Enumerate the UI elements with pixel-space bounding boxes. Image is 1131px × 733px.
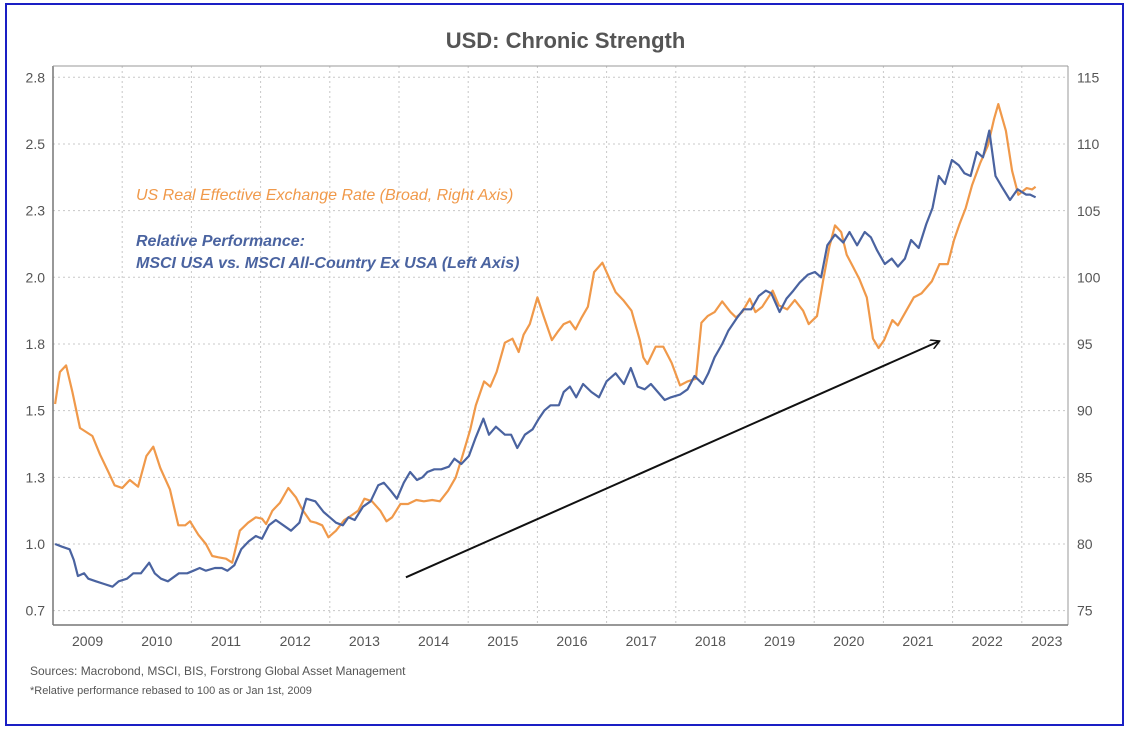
right-tick-label: 80 — [1077, 536, 1093, 552]
x-tick-label: 2018 — [695, 633, 726, 649]
left-tick-label: 2.8 — [26, 69, 46, 85]
right-tick-label: 95 — [1077, 336, 1093, 352]
sources-note: Sources: Macrobond, MSCI, BIS, Forstrong… — [30, 664, 406, 678]
right-tick-label: 75 — [1077, 603, 1093, 619]
right-tick-label: 100 — [1077, 269, 1101, 285]
left-axis-ticks: 0.7 1.0 1.3 1.5 1.8 2.0 2.3 2.5 2.8 — [26, 69, 46, 618]
left-tick-label: 2.5 — [26, 136, 46, 152]
x-tick-label: 2013 — [349, 633, 380, 649]
relperf-series-line — [54, 129, 1037, 588]
x-tick-label: 2015 — [487, 633, 518, 649]
left-tick-label: 0.7 — [26, 603, 46, 619]
legend: US Real Effective Exchange Rate (Broad, … — [136, 187, 519, 272]
x-tick-label: 2019 — [764, 633, 795, 649]
chart-frame — [5, 3, 1124, 726]
left-tick-label: 2.3 — [26, 203, 46, 219]
annotations — [405, 341, 939, 579]
x-tick-label: 2022 — [972, 633, 1003, 649]
trend-arrow — [405, 341, 939, 579]
x-tick-label: 2012 — [280, 633, 311, 649]
right-tick-label: 105 — [1077, 203, 1101, 219]
right-tick-label: 90 — [1077, 403, 1093, 419]
right-tick-label: 85 — [1077, 469, 1093, 485]
legend-relperf-line2: MSCI USA vs. MSCI All-Country Ex USA (Le… — [136, 255, 519, 272]
x-tick-label: 2010 — [141, 633, 172, 649]
chart-title: USD: Chronic Strength — [445, 28, 686, 53]
x-tick-label: 2016 — [556, 633, 587, 649]
x-tick-label: 2023 — [1031, 633, 1062, 649]
series-group — [54, 102, 1037, 588]
grid — [53, 66, 1068, 625]
left-tick-label: 1.5 — [26, 403, 46, 419]
x-tick-label: 2014 — [418, 633, 449, 649]
legend-relperf-line1: Relative Performance: — [136, 233, 305, 250]
legend-reer: US Real Effective Exchange Rate (Broad, … — [136, 187, 513, 204]
left-tick-label: 1.8 — [26, 336, 46, 352]
rebase-note: *Relative performance rebased to 100 as … — [30, 685, 312, 697]
x-tick-label: 2009 — [72, 633, 103, 649]
x-tick-label: 2017 — [626, 633, 657, 649]
axes — [52, 65, 1069, 626]
reer-series-line — [54, 102, 1037, 564]
x-tick-label: 2020 — [833, 633, 864, 649]
x-tick-label: 2011 — [211, 633, 241, 649]
x-axis-ticks: 2009 2010 2011 2012 2013 2014 2015 2016 2017 2018… — [72, 633, 1063, 649]
left-tick-label: 1.0 — [26, 536, 46, 552]
left-tick-label: 1.3 — [26, 469, 46, 485]
right-tick-label: 115 — [1077, 69, 1100, 85]
right-tick-label: 110 — [1077, 136, 1100, 152]
right-axis-ticks: 75 80 85 90 95 100 105 110 115 — [1077, 69, 1101, 618]
left-tick-label: 2.0 — [26, 269, 46, 285]
x-tick-label: 2021 — [902, 633, 933, 649]
